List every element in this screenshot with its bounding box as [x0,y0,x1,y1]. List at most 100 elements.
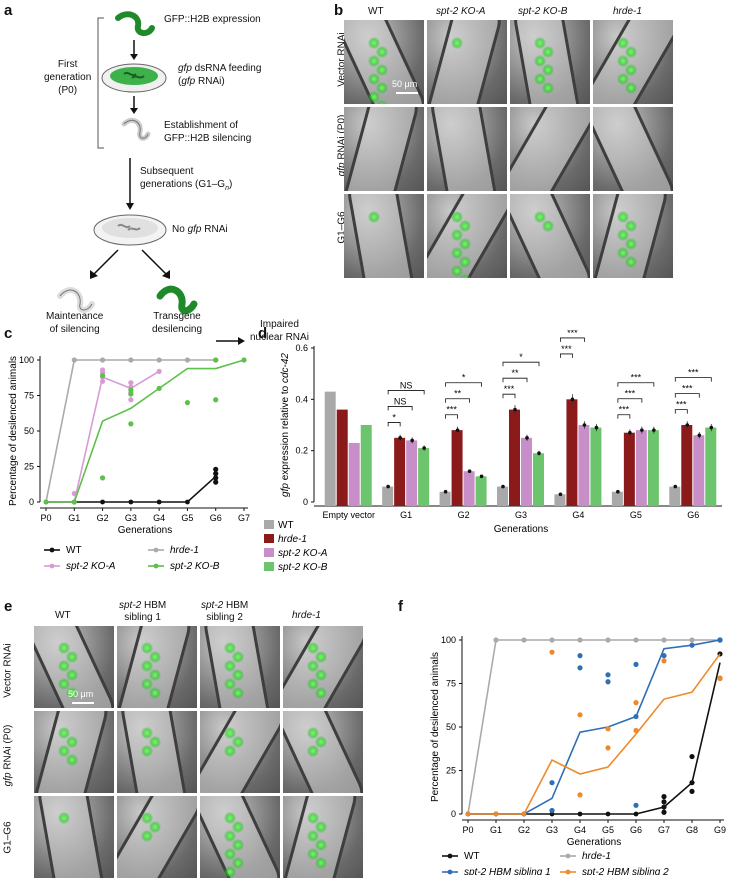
x-axis-title: Generations [494,524,548,535]
micrograph-2-3 [510,107,590,191]
gfp-nucleus [376,81,388,94]
gfp-nucleus [307,745,319,758]
bar [635,430,647,506]
data-point [717,637,723,643]
gfp-nucleus [66,669,78,682]
x-tick-label: G6 [630,825,642,835]
y-tick-label: 50 [24,426,34,436]
data-point [386,484,390,489]
x-tick-label: G6 [687,510,699,520]
gfp-nucleus [617,246,629,259]
data-point [128,421,134,427]
legend-label: WT [66,545,82,556]
panel-label-a: a [4,2,13,19]
x-tick-label: G1 [68,513,80,523]
gfp-nucleus [58,812,70,825]
gfp-nucleus [542,45,554,58]
gfp-nucleus [451,228,463,241]
series-line [468,662,721,815]
gfp-nucleus [141,660,153,673]
legend-label: hrde-1 [278,534,307,545]
data-point [213,475,219,481]
legend-swatch [264,562,274,571]
significance-bracket [674,409,688,414]
significance-label: *** [682,384,693,394]
gfp-nucleus [376,45,388,58]
gfp-nucleus [451,246,463,259]
data-point [100,499,105,505]
series-line [46,475,217,503]
gfp-nucleus [459,255,471,268]
panel-b-col-wt: WT [368,6,384,17]
data-point [71,357,77,363]
data-point [577,653,583,659]
micrograph-1-4 [593,20,673,104]
significance-label: * [392,412,396,422]
legend-marker [153,563,159,569]
data-point [241,357,247,363]
step-no-rnai: No gfp RNAi [172,224,228,235]
x-tick-label: G8 [686,825,698,835]
significance-label: * [462,373,466,383]
gfp-nucleus [451,264,463,277]
gfp-nucleus [315,687,327,700]
panel-b-col-hrde: hrde-1 [613,6,642,17]
significance-label: *** [676,400,687,410]
data-point [128,397,134,403]
gfp-nucleus [459,219,471,232]
y-tick-label: 0.4 [295,394,308,404]
y-tick-label: 0.2 [295,446,308,456]
data-point [689,788,695,794]
micrograph-3-1 [344,194,424,278]
scale-bar-label: 50 μm [392,79,418,89]
gfp-nucleus [315,669,327,682]
panel-e-col-wt: WT [55,610,71,621]
gfp-nucleus [224,830,236,843]
micrograph-2-3 [200,711,280,793]
data-point [640,428,644,432]
data-point [717,675,723,681]
data-point [549,780,555,786]
data-point [577,811,583,817]
gfp-nucleus [451,210,463,223]
step-subsequent-generations: Subsequent generations (G1–Gn) [140,166,233,192]
gfp-nucleus [232,736,244,749]
data-point [594,425,599,430]
bar [623,432,635,506]
data-point [128,357,134,363]
gfp-nucleus [224,727,236,740]
x-tick-label: G3 [515,510,527,520]
bar [406,440,418,506]
gfp-nucleus [232,669,244,682]
data-point [156,385,162,391]
data-point [398,436,402,440]
micrograph-1-3 [510,20,590,104]
data-point [156,499,162,505]
data-point [99,373,106,379]
gfp-nucleus [58,642,70,655]
gfp-nucleus [149,736,161,749]
gfp-nucleus [376,63,388,76]
y-tick-label: 0 [303,497,308,507]
data-point [633,637,639,643]
gfp-nucleus [224,848,236,861]
gfp-nucleus [224,745,236,758]
data-point [156,357,162,363]
legend-swatch [264,520,274,529]
gfp-nucleus [307,660,319,673]
data-point [128,391,134,397]
y-axis-title-part: gfp [280,483,291,497]
data-point [605,811,611,817]
x-tick-label: G4 [572,510,584,520]
panel-b-col-ko-a: spt-2 KO-A [436,6,486,17]
step-gfp-expression: GFP::H2B expression [164,14,261,25]
gfp-nucleus [58,660,70,673]
data-point [605,672,611,678]
panel-e-col-sib1: spt-2 HBM sibling 1 [119,600,167,623]
gfp-nucleus [542,81,554,94]
scale-bar: 50 μm [392,79,418,94]
data-point [577,792,583,798]
chart-d: 0 0.2 0.4 0.6 gfp expression relative to cdc… [264,330,722,573]
data-point [213,479,219,485]
data-point [633,727,639,734]
